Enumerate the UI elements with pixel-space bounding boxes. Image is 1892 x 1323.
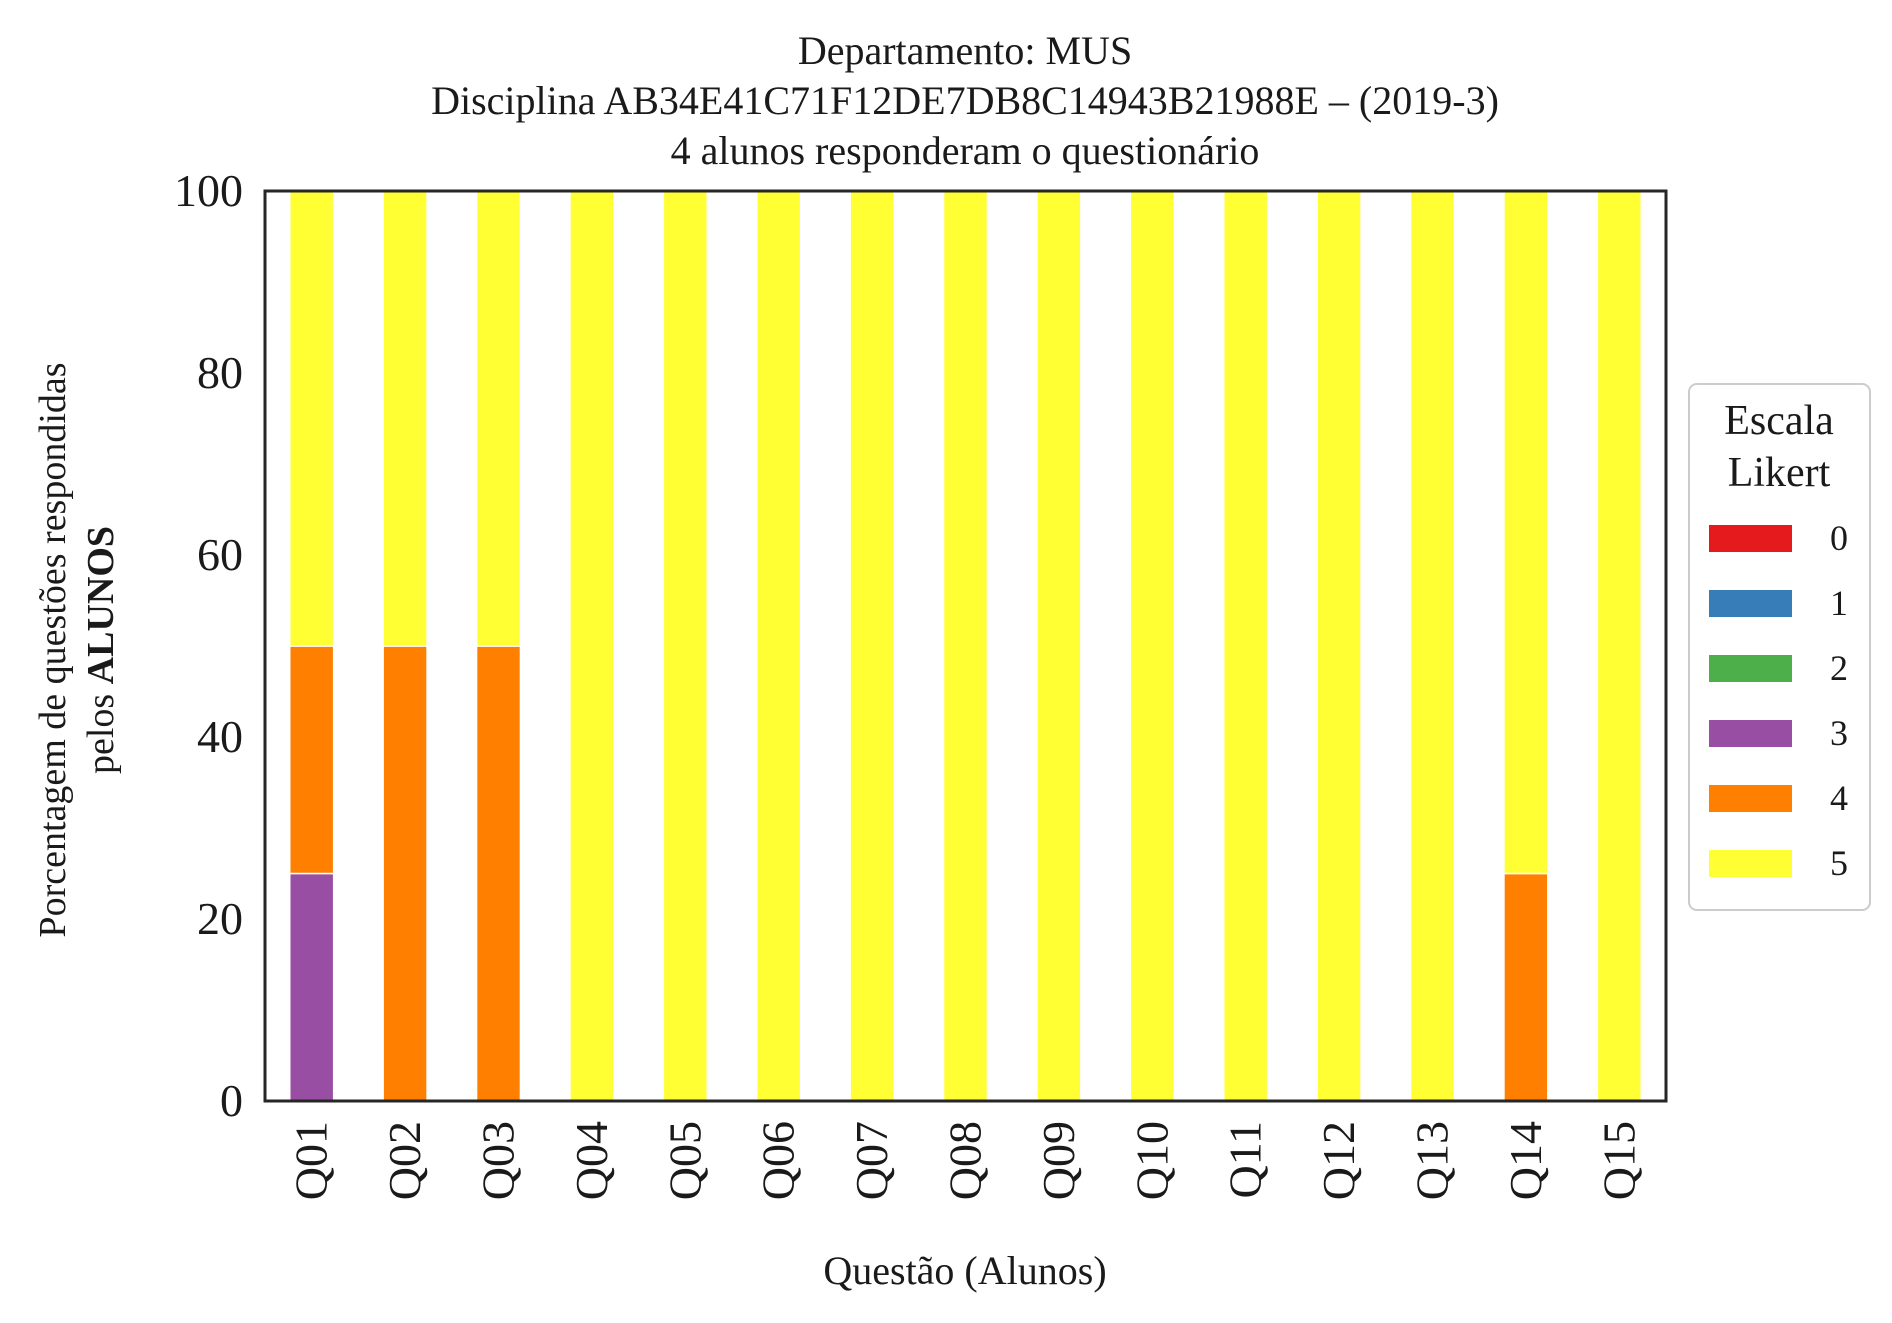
y-axis-label-prefix: pelos xyxy=(80,684,122,774)
x-tick-label: Q11 xyxy=(1220,1121,1271,1199)
x-tick-label: Q14 xyxy=(1500,1121,1551,1200)
x-tick-q12: Q12 xyxy=(1313,1121,1364,1200)
y-tick-label: 60 xyxy=(197,529,243,580)
bar-segment-q06-likert-5 xyxy=(756,190,802,1102)
legend-label-4: 4 xyxy=(1830,778,1848,818)
x-tick-label: Q01 xyxy=(286,1121,337,1200)
legend-swatch-4 xyxy=(1709,785,1792,812)
bar-segment-q02-likert-4 xyxy=(382,645,428,1102)
bar-segment-q14-likert-4 xyxy=(1503,872,1549,1102)
x-tick-label: Q05 xyxy=(659,1121,710,1200)
y-tick-label: 0 xyxy=(220,1075,243,1126)
bar-segment-q02-likert-5 xyxy=(382,190,428,647)
bar-segment-q01-likert-3 xyxy=(289,872,335,1102)
x-tick-label: Q07 xyxy=(846,1121,897,1200)
x-tick-label: Q09 xyxy=(1033,1121,1084,1200)
legend-box xyxy=(1688,383,1871,911)
legend-label-5: 5 xyxy=(1830,843,1848,883)
y-axis-label-bold: ALUNOS xyxy=(80,526,122,684)
legend-swatch-2 xyxy=(1709,655,1792,682)
y-ticks-layer: 0 20 40 60 80 100 xyxy=(174,165,243,1126)
x-tick-q06: Q06 xyxy=(753,1121,804,1200)
bar-segment-q09-likert-5 xyxy=(1036,190,1082,1102)
x-axis-label: Questão (Alunos) xyxy=(823,1248,1106,1293)
x-tick-q15: Q15 xyxy=(1593,1121,1644,1200)
chart-title-line-1: Departamento: MUS xyxy=(798,28,1132,73)
bar-segment-q03-likert-5 xyxy=(475,190,522,647)
bar-segment-q12-likert-5 xyxy=(1316,190,1362,1102)
bar-segment-q14-likert-5 xyxy=(1503,190,1549,875)
x-tick-q14: Q14 xyxy=(1500,1121,1551,1200)
x-tick-label: Q06 xyxy=(753,1121,804,1200)
y-axis-label-line-1: Porcentagem de questões respondidas xyxy=(32,362,74,937)
x-tick-label: Q08 xyxy=(940,1121,991,1200)
legend-label-0: 0 xyxy=(1830,518,1848,558)
x-tick-label: Q10 xyxy=(1126,1121,1177,1200)
bar-segment-q11-likert-5 xyxy=(1223,190,1269,1102)
x-tick-q09: Q09 xyxy=(1033,1121,1084,1200)
plot-frame xyxy=(263,189,1668,1103)
y-tick-label: 80 xyxy=(197,347,243,398)
legend-items: 0 1 2 3 4 5 xyxy=(1709,518,1848,883)
x-tick-q08: Q08 xyxy=(940,1121,991,1200)
bar-segment-q10-likert-5 xyxy=(1129,190,1175,1102)
x-tick-label: Q15 xyxy=(1593,1121,1644,1200)
x-tick-label: Q02 xyxy=(379,1121,430,1200)
x-ticks-layer: Q01 Q02 Q03 Q04 Q05 Q06 Q07 Q08 Q09 Q10 Q11 Q12 Q13 Q… xyxy=(286,1121,1645,1200)
x-tick-label: Q04 xyxy=(566,1121,617,1200)
legend-label-2: 2 xyxy=(1830,648,1848,688)
bars-layer xyxy=(289,190,1642,1102)
x-tick-q07: Q07 xyxy=(846,1121,897,1200)
legend-swatch-3 xyxy=(1709,720,1792,747)
bar-segment-q07-likert-5 xyxy=(849,190,895,1102)
x-tick-q01: Q01 xyxy=(286,1121,337,1200)
legend-title-line-1: Escala xyxy=(1724,398,1834,444)
bar-segment-q13-likert-5 xyxy=(1409,190,1456,1102)
legend-label-1: 1 xyxy=(1830,583,1848,623)
x-tick-label: Q13 xyxy=(1407,1121,1458,1200)
x-tick-q04: Q04 xyxy=(566,1121,617,1200)
bar-segment-q04-likert-5 xyxy=(569,190,615,1102)
x-tick-label: Q12 xyxy=(1313,1121,1364,1200)
y-axis-label: Porcentagem de questões respondidas pelo… xyxy=(32,362,122,937)
legend: Escala Likert 0 1 2 3 4 5 xyxy=(1688,383,1871,911)
x-tick-label: Q03 xyxy=(473,1121,524,1200)
bar-segment-q03-likert-4 xyxy=(475,645,522,1102)
chart-title-line-2: Disciplina AB34E41C71F12DE7DB8C14943B219… xyxy=(431,78,1499,123)
x-tick-q02: Q02 xyxy=(379,1121,430,1200)
chart-title-line-3: 4 alunos responderam o questionário xyxy=(671,128,1260,173)
x-tick-q03: Q03 xyxy=(473,1121,524,1200)
bar-segment-q15-likert-5 xyxy=(1596,190,1642,1102)
legend-swatch-0 xyxy=(1709,525,1792,552)
x-tick-q05: Q05 xyxy=(659,1121,710,1200)
y-tick-label: 100 xyxy=(174,165,243,216)
x-tick-q13: Q13 xyxy=(1407,1121,1458,1200)
legend-title-line-2: Likert xyxy=(1728,450,1831,496)
x-tick-q11: Q11 xyxy=(1220,1121,1271,1199)
y-tick-label: 20 xyxy=(197,893,243,944)
legend-swatch-5 xyxy=(1709,850,1792,877)
bar-segment-q08-likert-5 xyxy=(942,190,989,1102)
y-axis-label-line-2: pelos ALUNOS xyxy=(80,526,122,774)
bar-segment-q01-likert-5 xyxy=(289,190,335,647)
bar-segment-q05-likert-5 xyxy=(662,190,708,1102)
x-tick-q10: Q10 xyxy=(1126,1121,1177,1200)
bar-segment-q01-likert-4 xyxy=(289,645,335,875)
legend-swatch-1 xyxy=(1709,590,1792,617)
y-tick-label: 40 xyxy=(197,711,243,762)
legend-label-3: 3 xyxy=(1830,713,1848,753)
